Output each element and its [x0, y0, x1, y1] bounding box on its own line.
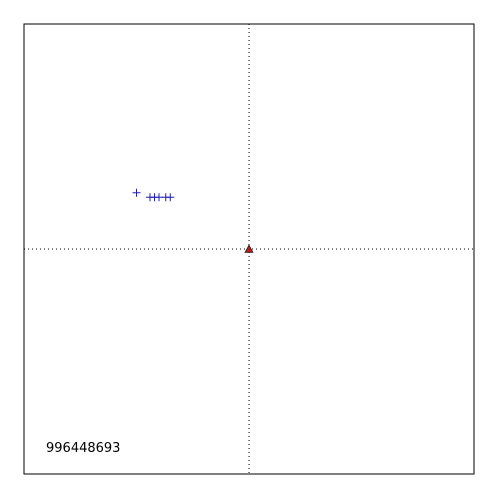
annotation-label: 996448693: [46, 441, 120, 456]
plus-marker-5: [166, 193, 175, 202]
data-marks: [132, 188, 254, 253]
plus-marker-3: [155, 193, 163, 202]
triangle-marker-0: [244, 244, 254, 253]
plus-marker-0: [132, 188, 141, 197]
